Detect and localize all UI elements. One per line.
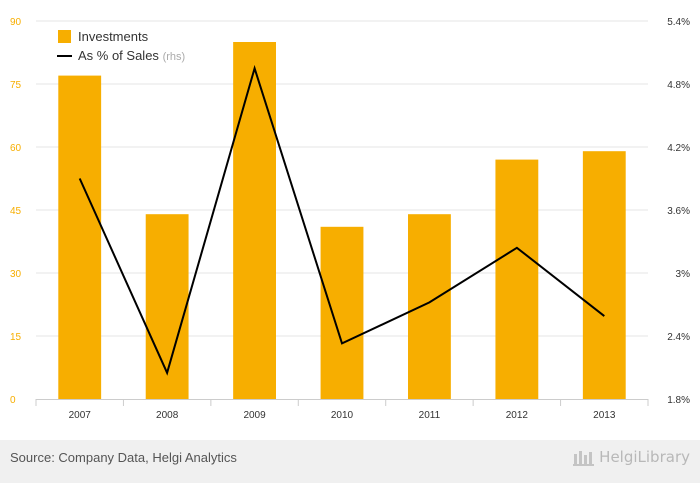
bar-investments [408,214,451,399]
legend-label-investments: Investments [78,29,149,44]
x-tick-label: 2013 [593,410,616,421]
y-left-tick-label: 30 [10,269,22,280]
bar-investments [320,226,364,399]
x-axis [35,399,649,406]
gridlines [36,20,648,337]
y-left-tick-label: 75 [10,80,22,91]
chart: 0 15 30 45 60 75 90 1.8% 2.4% 3% 3.6% 4.2% 4.8% 5.4%… [10,17,690,421]
x-tick-label: 2007 [69,410,92,421]
legend-label-as-pct-of-sales: As % of Sales (rhs) [78,48,185,63]
legend-swatch-investments [58,30,71,43]
y-left-tick-label: 0 [10,395,16,406]
x-tick-label: 2010 [331,410,354,421]
bar-investments [233,42,276,399]
footer: Source: Company Data, Helgi Analytics He… [0,440,700,483]
y-right-tick-label: 1.8% [667,395,690,406]
brand-logo: HelgiLibrary [573,448,690,466]
y-right-tick-label: 4.8% [667,80,690,91]
y-left-tick-label: 60 [10,143,22,154]
brand-text: HelgiLibrary [599,448,690,466]
x-tick-label: 2008 [156,410,179,421]
source-text: Source: Company Data, Helgi Analytics [10,450,237,465]
legend: Investments As % of Sales (rhs) [57,29,185,63]
bar-investments [495,159,539,399]
x-tick-label: 2012 [506,410,529,421]
y-left-ticks: 0 15 30 45 60 75 90 [10,17,22,406]
y-right-ticks: 1.8% 2.4% 3% 3.6% 4.2% 4.8% 5.4% [667,17,690,406]
y-right-tick-label: 3.6% [667,206,690,217]
bar-investments [145,214,189,399]
y-right-tick-label: 2.4% [667,332,690,343]
library-icon [573,451,595,466]
y-right-tick-label: 3% [676,269,691,280]
x-ticks: 2007 2008 2009 2010 2011 2012 2013 [69,410,616,421]
bar-investments [582,151,626,399]
y-left-tick-label: 90 [10,17,22,28]
x-tick-label: 2011 [419,410,441,421]
series-line-as-pct-of-sales [78,64,605,376]
y-right-tick-label: 5.4% [667,17,690,28]
y-right-tick-label: 4.2% [667,143,690,154]
y-left-tick-label: 45 [10,206,22,217]
x-tick-label: 2009 [243,410,266,421]
y-left-tick-label: 15 [10,332,22,343]
bars [58,42,626,399]
bar-investments [58,75,102,399]
